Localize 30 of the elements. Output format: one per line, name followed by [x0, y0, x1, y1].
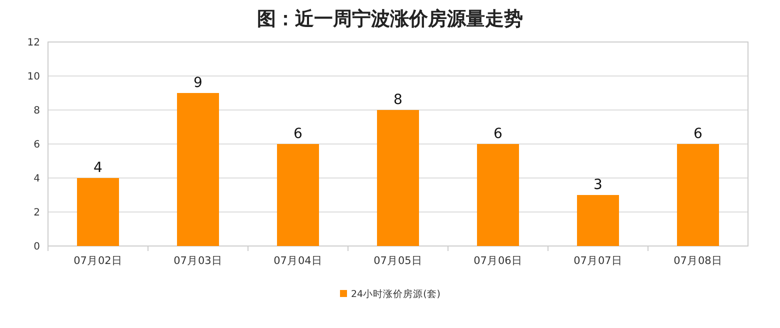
x-tick-label: 07月02日: [74, 255, 122, 267]
data-label: 6: [694, 126, 703, 142]
bar: [677, 144, 719, 246]
bar: [177, 93, 219, 246]
data-label: 3: [594, 177, 602, 193]
x-tick-label: 07月03日: [174, 255, 222, 267]
y-tick-label: 0: [34, 242, 40, 252]
x-tick-label: 07月04日: [274, 255, 322, 267]
data-label: 4: [94, 160, 103, 176]
x-tick-label: 07月06日: [474, 255, 522, 267]
chart-title: 图：近一周宁波涨价房源量走势: [257, 8, 523, 30]
data-label: 8: [394, 92, 402, 108]
x-tick-label: 07月07日: [574, 255, 622, 267]
x-tick-label: 07月08日: [674, 255, 722, 267]
bar: [77, 178, 119, 246]
y-tick-label: 6: [34, 140, 40, 150]
y-tick-label: 4: [34, 174, 40, 184]
bar: [277, 144, 319, 246]
bar: [377, 110, 419, 246]
data-label: 9: [194, 75, 202, 91]
bar: [477, 144, 519, 246]
y-tick-label: 10: [27, 72, 40, 82]
y-tick-label: 8: [34, 106, 40, 116]
bar: [577, 195, 619, 246]
legend-label: 24小时涨价房源(套): [351, 288, 441, 300]
data-label: 6: [294, 126, 303, 142]
data-label: 6: [494, 126, 503, 142]
x-tick-label: 07月05日: [374, 255, 422, 267]
y-tick-label: 2: [34, 208, 40, 218]
y-tick-label: 12: [27, 38, 40, 48]
